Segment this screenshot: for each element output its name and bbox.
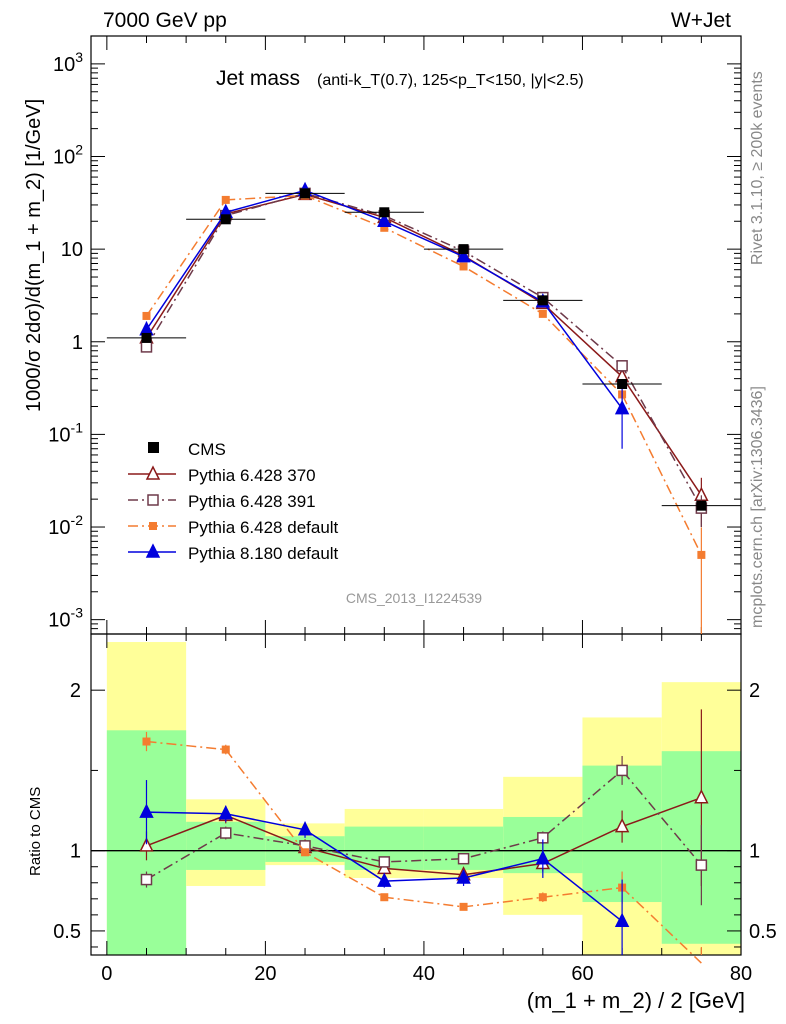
ratio-point (378, 856, 391, 868)
data-point (221, 195, 230, 204)
reference-point (300, 188, 311, 199)
ratio-point (142, 737, 151, 746)
legend-label: Pythia 6.428 391 (188, 492, 316, 511)
legend-label: Pythia 8.180 default (188, 544, 339, 563)
reference-point (696, 500, 707, 511)
energy-label: 7000 GeV pp (103, 9, 227, 32)
data-point (380, 223, 389, 232)
main-data-layer (106, 181, 741, 634)
data-point (142, 311, 151, 320)
ratio-point (614, 817, 630, 833)
x-tick-label: 0 (101, 963, 112, 985)
ratio-point (139, 837, 154, 852)
data-point (456, 247, 471, 263)
legend-marker (147, 494, 159, 506)
ratio-point (538, 893, 547, 902)
ratio-y-tick-label: 1 (749, 841, 760, 863)
y-tick-label: 10-3 (48, 605, 83, 632)
data-point (697, 550, 706, 559)
main-y-axis-label: 1000/σ 2dσ)/d(m_1 + m_2) [1/GeV] (23, 99, 45, 412)
data-point (140, 341, 153, 353)
ratio-y-tick-label: 0.5 (53, 921, 81, 943)
legend: CMS Pythia 6.428 370 Pythia 6.428 391 Pythi… (128, 440, 339, 563)
ratio-line (146, 769, 702, 881)
ratio-y-tick-label: 2 (749, 680, 760, 702)
legend-label: Pythia 6.428 default (188, 518, 339, 537)
legend-marker (149, 522, 157, 530)
ratio-point (140, 873, 153, 886)
title-detail: (anti-k_T(0.7), 125<p_T<150, |y|<2.5) (317, 72, 584, 89)
ratio-point (377, 872, 392, 887)
series-line (145, 192, 703, 509)
ratio-point (616, 764, 628, 777)
x-tick-label: 80 (730, 963, 752, 985)
ratio-point (614, 912, 630, 928)
reference-point (220, 214, 231, 225)
ratio-data-layer (139, 709, 709, 964)
x-tick-label: 60 (571, 963, 593, 985)
y-tick-label: 10-1 (48, 419, 83, 446)
side-label-bottom: mcplots.cern.ch [arXiv:1306.3436] (749, 386, 766, 628)
side-label-top: Rivet 3.1.10, ≥ 200k events (749, 71, 766, 265)
y-tick-label: 102 (53, 142, 83, 169)
y-tick-label: 1 (72, 332, 83, 354)
ratio-y-axis-label: Ratio to CMS (27, 787, 44, 876)
legend-marker (145, 465, 161, 480)
data-point (459, 262, 468, 271)
reference-point (617, 378, 628, 389)
ratio-point (301, 848, 310, 857)
data-point (377, 212, 392, 228)
ratio-frame (90, 633, 742, 956)
data-point (614, 399, 630, 415)
data-point (538, 309, 547, 318)
y-tick-label: 10-2 (48, 512, 83, 539)
ratio-line (146, 797, 702, 876)
y-tick-label: 10 (61, 239, 83, 261)
ratio-line (146, 740, 702, 964)
data-point (616, 360, 628, 372)
series-line (145, 194, 703, 556)
ratio-y-tick-label: 0.5 (749, 921, 777, 943)
ratio-point (694, 789, 709, 804)
reference-point (379, 207, 390, 218)
legend-label: CMS (188, 440, 226, 459)
ratio-point (457, 852, 470, 865)
x-tick-label: 40 (413, 963, 435, 985)
series-line (145, 193, 702, 496)
ratio-point (695, 859, 708, 871)
ratio-point (535, 850, 551, 865)
analysis-id: CMS_2013_I1224539 (346, 590, 482, 606)
legend-marker (145, 543, 161, 558)
title-main: Jet mass (216, 67, 300, 90)
ratio-point (456, 869, 471, 884)
ratio-point (380, 893, 389, 902)
ratio-point (297, 821, 313, 836)
reference-point (458, 244, 469, 255)
ratio-point (221, 745, 230, 754)
ratio-point (218, 805, 233, 820)
y-tick-label: 103 (53, 49, 83, 76)
reference-point (537, 295, 548, 306)
x-axis-label: (m_1 + m_2) / 2 [GeV] (527, 988, 745, 1013)
ratio-y-tick-label: 1 (70, 841, 81, 863)
ratio-point (220, 827, 232, 839)
x-tick-label: 20 (254, 963, 276, 985)
reference-point (141, 332, 152, 343)
legend-marker (148, 442, 159, 453)
ratio-point (139, 803, 154, 818)
ratio-point (459, 902, 468, 911)
ratio-y-tick-label: 2 (70, 680, 81, 702)
process-label: W+Jet (671, 9, 731, 32)
legend-label: Pythia 6.428 370 (188, 466, 316, 485)
